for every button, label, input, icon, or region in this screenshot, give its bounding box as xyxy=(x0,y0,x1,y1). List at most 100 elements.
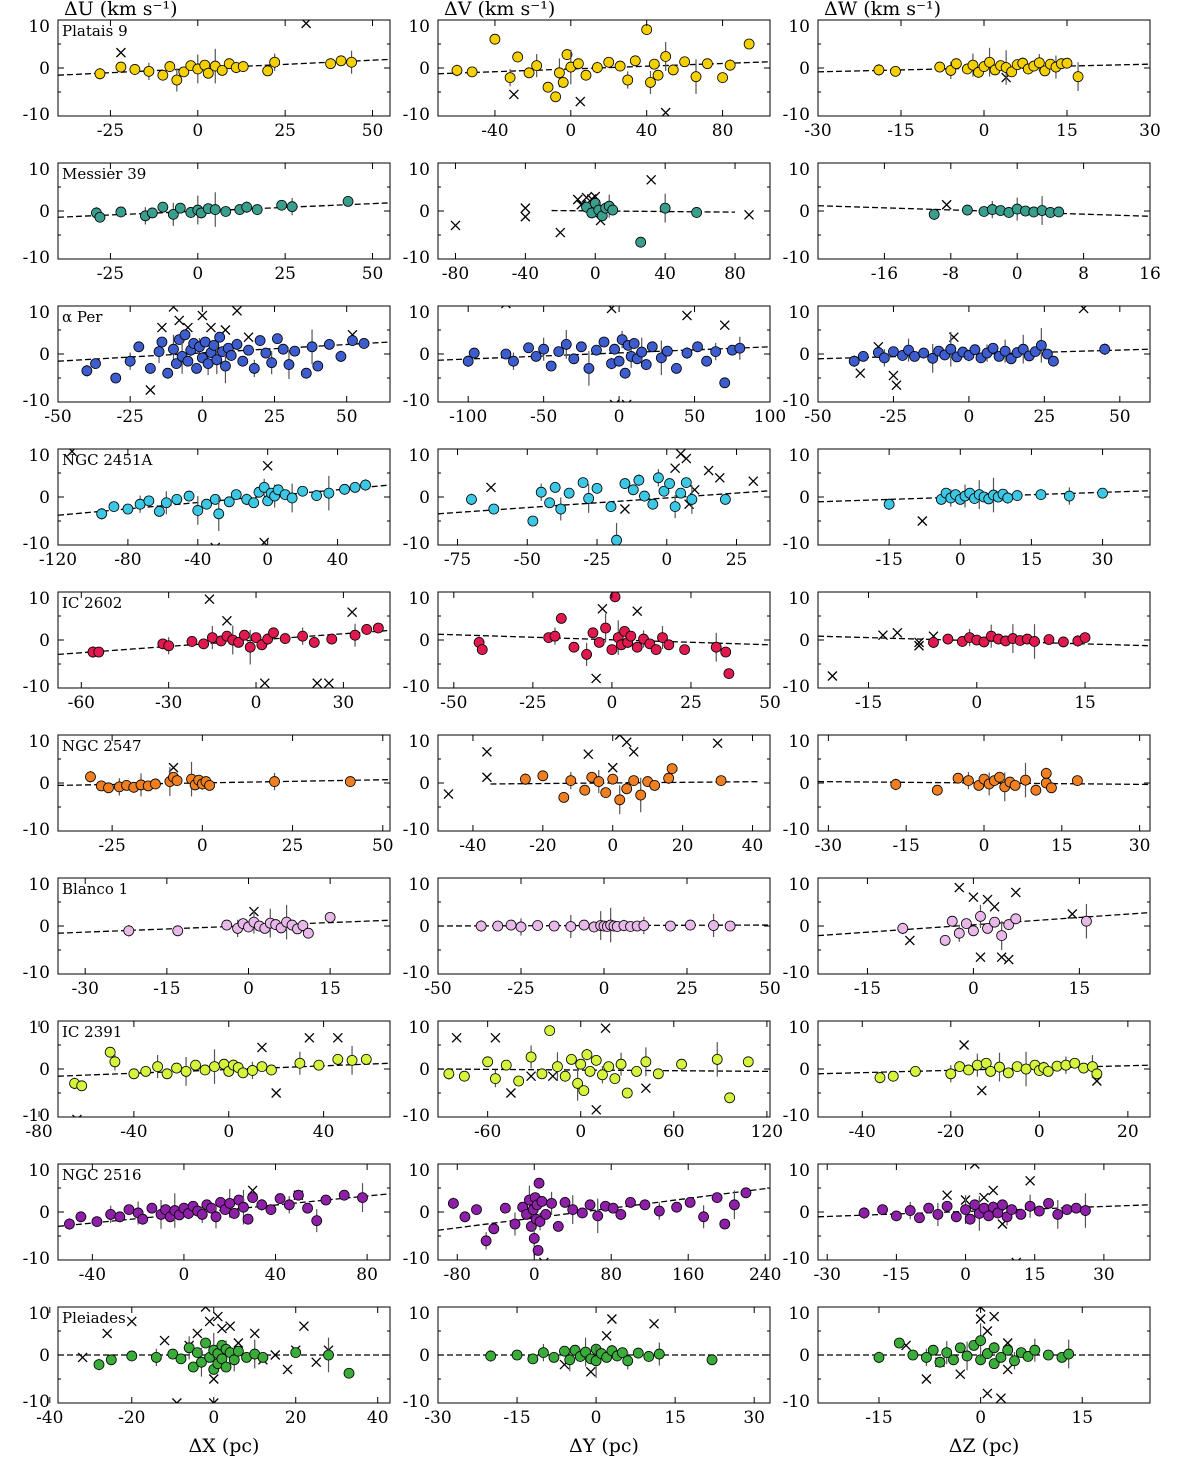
x-tick-label: 80 xyxy=(724,264,746,284)
panel-5-1: 10 0 -10 -60 -30 0 30 IC 2602 xyxy=(23,589,391,713)
data-point xyxy=(1009,780,1021,791)
data-layer xyxy=(58,192,390,227)
data-point xyxy=(1033,1205,1045,1217)
data-point xyxy=(192,505,204,516)
data-point xyxy=(546,1197,557,1209)
data-point xyxy=(890,1210,902,1222)
data-point xyxy=(269,776,280,787)
column-title-2: ΔV (km s⁻¹) xyxy=(444,0,555,20)
outlier-cross xyxy=(619,504,630,514)
data-point xyxy=(1042,1066,1054,1077)
x-tick-label: -30 xyxy=(804,121,831,141)
data-point xyxy=(466,66,478,78)
data-point xyxy=(548,920,560,932)
data-point xyxy=(269,56,281,68)
data-point xyxy=(555,503,567,515)
data-point xyxy=(628,775,640,786)
data-point xyxy=(939,935,951,946)
data-point xyxy=(343,1367,355,1379)
data-point xyxy=(1063,1348,1075,1360)
data-point xyxy=(1029,636,1040,647)
y-tick-label: 10 xyxy=(408,1018,430,1038)
data-point xyxy=(124,355,136,367)
data-point xyxy=(513,1075,525,1087)
data-point xyxy=(953,927,965,939)
data-point xyxy=(603,56,615,68)
data-point xyxy=(1069,1057,1081,1069)
outlier-cross xyxy=(555,227,566,238)
outlier-cross xyxy=(500,306,511,309)
data-point xyxy=(671,362,682,374)
data-point xyxy=(338,1189,350,1201)
data-point xyxy=(171,493,183,505)
x-tick-label: -20 xyxy=(118,1408,145,1428)
data-point xyxy=(941,1200,953,1212)
data-point xyxy=(636,346,648,358)
data-point xyxy=(561,49,573,60)
x-tick-label: 8 xyxy=(1078,264,1089,284)
y-tick-label: 10 xyxy=(28,1018,50,1038)
x-tick-label: 25 xyxy=(264,407,286,427)
x-tick-label: 0 xyxy=(960,1265,971,1285)
x-tick-label: 50 xyxy=(684,407,706,427)
x-tick-label: -75 xyxy=(444,550,471,570)
x-tick-label: 0 xyxy=(251,693,262,713)
y-tick-label: 0 xyxy=(39,774,50,794)
outlier-cross xyxy=(168,306,179,312)
outlier-cross xyxy=(719,320,730,331)
data-point xyxy=(523,67,535,79)
x-tick-label: 40 xyxy=(327,550,349,570)
data-point xyxy=(590,1054,602,1066)
data-point xyxy=(655,352,667,364)
data-layer xyxy=(818,762,1150,802)
y-tick-label: 10 xyxy=(788,17,810,37)
panel-10-2: 10 0 -10-30 -15 0 15 30 xyxy=(403,1304,771,1428)
data-point xyxy=(1070,1202,1082,1214)
data-point xyxy=(198,638,210,650)
data-point xyxy=(91,1216,103,1227)
outlier-cross xyxy=(204,594,215,605)
outlier-cross xyxy=(347,607,358,618)
outlier-cross xyxy=(451,1032,462,1043)
data-point xyxy=(476,644,488,655)
x-tick-label: -25 xyxy=(880,407,907,427)
outlier-cross xyxy=(892,627,903,638)
data-point xyxy=(532,1245,544,1256)
cluster-label: α Per xyxy=(62,308,103,326)
data-layer xyxy=(58,594,390,688)
data-point xyxy=(223,496,235,508)
data-point xyxy=(1043,634,1055,645)
outlier-cross xyxy=(256,1042,267,1053)
data-point xyxy=(743,38,755,50)
y-tick-label: 0 xyxy=(419,1346,430,1366)
data-point xyxy=(883,498,895,510)
data-point xyxy=(93,1359,105,1370)
data-point xyxy=(568,641,580,653)
data-point xyxy=(609,592,621,603)
y-tick-label: -10 xyxy=(783,963,810,983)
data-point xyxy=(927,1344,939,1356)
data-point xyxy=(171,775,183,786)
data-point xyxy=(691,207,703,218)
data-point xyxy=(143,495,155,507)
outlier-cross xyxy=(714,472,725,483)
data-point xyxy=(182,355,194,367)
outlier-cross xyxy=(216,1323,227,1334)
x-tick-label: 0 xyxy=(591,1408,602,1428)
data-point xyxy=(615,1209,627,1220)
data-point xyxy=(174,202,186,214)
data-point xyxy=(110,372,122,384)
outlier-cross xyxy=(942,1190,953,1201)
data-point xyxy=(238,1201,249,1213)
cluster-label: NGC 2516 xyxy=(62,1166,142,1184)
outlier-cross xyxy=(888,370,899,381)
data-point xyxy=(360,479,371,491)
data-point xyxy=(635,236,647,248)
y-tick-label: -10 xyxy=(23,677,50,697)
x-tick-label: -15 xyxy=(887,121,914,141)
data-point xyxy=(598,336,610,348)
data-point xyxy=(909,1066,921,1077)
outlier-cross xyxy=(262,460,273,471)
outlier-cross xyxy=(601,1330,612,1341)
y-tick-label: -10 xyxy=(783,105,810,125)
